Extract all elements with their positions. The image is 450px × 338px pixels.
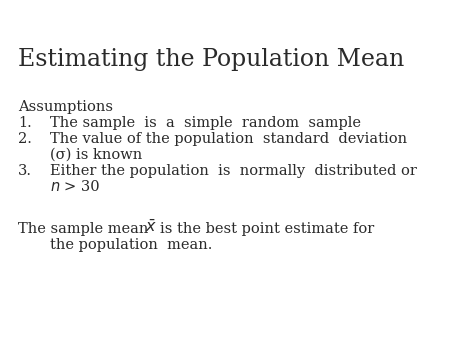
Text: 1.: 1. [18,116,32,130]
Text: The sample  is  a  simple  random  sample: The sample is a simple random sample [50,116,361,130]
Text: is the best point estimate for: is the best point estimate for [160,222,374,236]
Text: 2.: 2. [18,132,32,146]
Text: The sample mean: The sample mean [18,222,149,236]
Text: > 30: > 30 [64,180,99,194]
Text: The value of the population  standard  deviation: The value of the population standard dev… [50,132,407,146]
Text: 3.: 3. [18,164,32,178]
Text: Assumptions: Assumptions [18,100,113,114]
Text: (σ) is known: (σ) is known [50,148,142,162]
Text: $\mathit{n}$: $\mathit{n}$ [50,180,60,194]
Text: the population  mean.: the population mean. [50,238,212,252]
Text: Estimating the Population Mean: Estimating the Population Mean [18,48,404,71]
Text: Either the population  is  normally  distributed or: Either the population is normally distri… [50,164,417,178]
Text: $\bar{x}$: $\bar{x}$ [145,219,157,235]
